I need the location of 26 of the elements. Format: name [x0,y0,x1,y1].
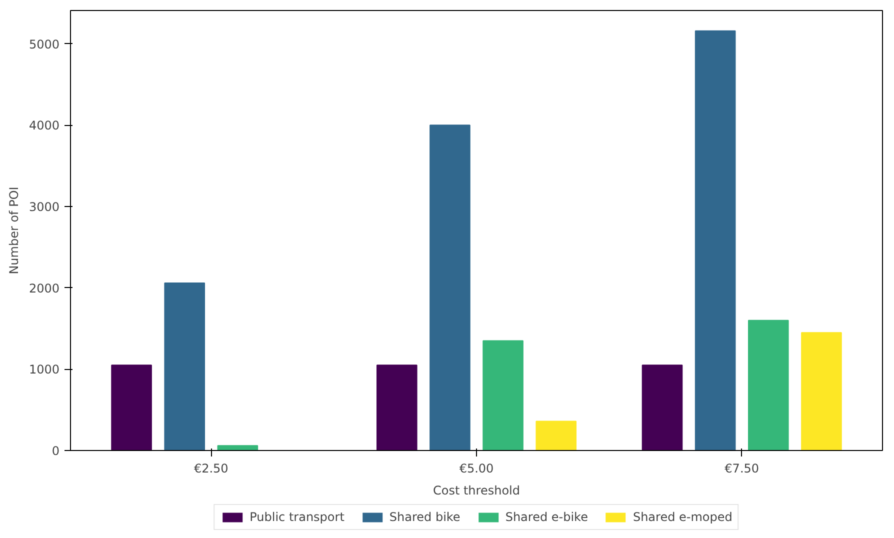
y-tick-label: 2000 [28,281,60,296]
bar [642,364,683,450]
x-axis-title: Cost threshold [432,484,520,498]
bar [536,420,577,450]
x-tick-label: €7.50 [724,462,760,476]
legend-label: Public transport [250,510,344,524]
bar [801,332,842,450]
y-tick-label: 3000 [28,200,60,214]
y-tick-label: 5000 [28,37,60,52]
y-tick-label: 1000 [28,362,60,377]
bar [694,30,736,450]
legend-label: Shared e-moped [632,510,732,524]
y-tick-label: 4000 [28,118,60,133]
bar [164,282,206,450]
x-tick-label: €2.50 [194,462,228,476]
x-tick-label: €5.00 [459,462,494,476]
y-tick-label: 0 [52,444,60,458]
bar [217,445,258,450]
bar [111,364,152,450]
legend-label: Shared e-bike [505,510,588,524]
bar [430,124,470,450]
y-axis-title: Number of POI [6,186,21,274]
legend-label: Shared bike [389,510,460,524]
bar [482,340,524,450]
bar [376,364,418,450]
bar [748,320,789,450]
